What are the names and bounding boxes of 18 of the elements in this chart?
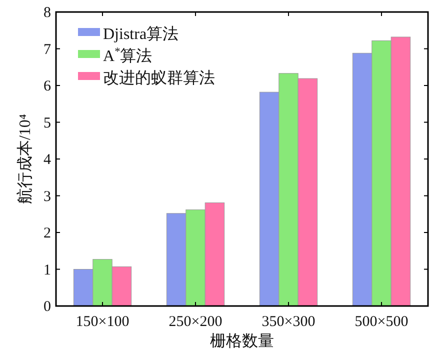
y-tick-label: 6 <box>44 78 52 94</box>
y-tick-label: 5 <box>44 115 51 132</box>
y-axis-title: 航行成本/10⁴ <box>16 114 34 204</box>
x-tick-label: 150×100 <box>76 314 130 330</box>
x-axis-title: 栅格数量 <box>210 332 274 350</box>
y-tick-label: 8 <box>44 5 51 21</box>
legend-label: A$^{*}$算法 <box>103 46 152 65</box>
y-tick-label: 2 <box>44 226 51 242</box>
y-tick-label: 3 <box>44 188 51 205</box>
legend-label: 改进的蚁群算法 <box>103 69 215 87</box>
x-tick-label: 350×300 <box>262 314 316 330</box>
x-tick-label: 500×500 <box>354 314 408 330</box>
y-tick-label: 1 <box>44 262 51 278</box>
y-tick-label: 7 <box>44 42 52 58</box>
y-tick-label: 0 <box>44 299 51 315</box>
legend-label: Djistra算法 <box>103 25 179 43</box>
y-tick-label: 4 <box>44 152 52 168</box>
x-tick-label: 250×200 <box>168 314 222 330</box>
